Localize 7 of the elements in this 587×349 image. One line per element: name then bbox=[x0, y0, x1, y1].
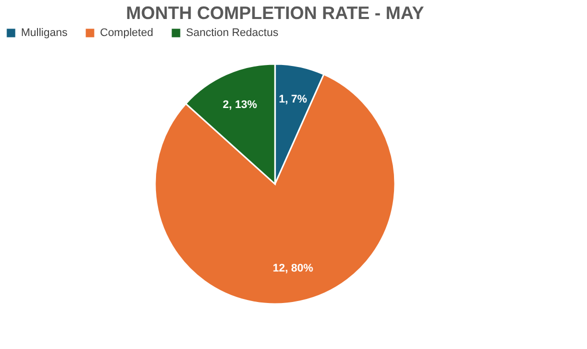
data-label: 12, 80% bbox=[272, 262, 314, 275]
legend-label: Mulligans bbox=[21, 27, 68, 39]
data-label: 2, 13% bbox=[222, 99, 258, 112]
data-label: 1, 7% bbox=[278, 93, 308, 106]
legend-label: Completed bbox=[100, 27, 154, 39]
legend-label: Sanction Redactus bbox=[186, 27, 279, 39]
chart-title: MONTH COMPLETION RATE - MAY bbox=[126, 3, 424, 23]
